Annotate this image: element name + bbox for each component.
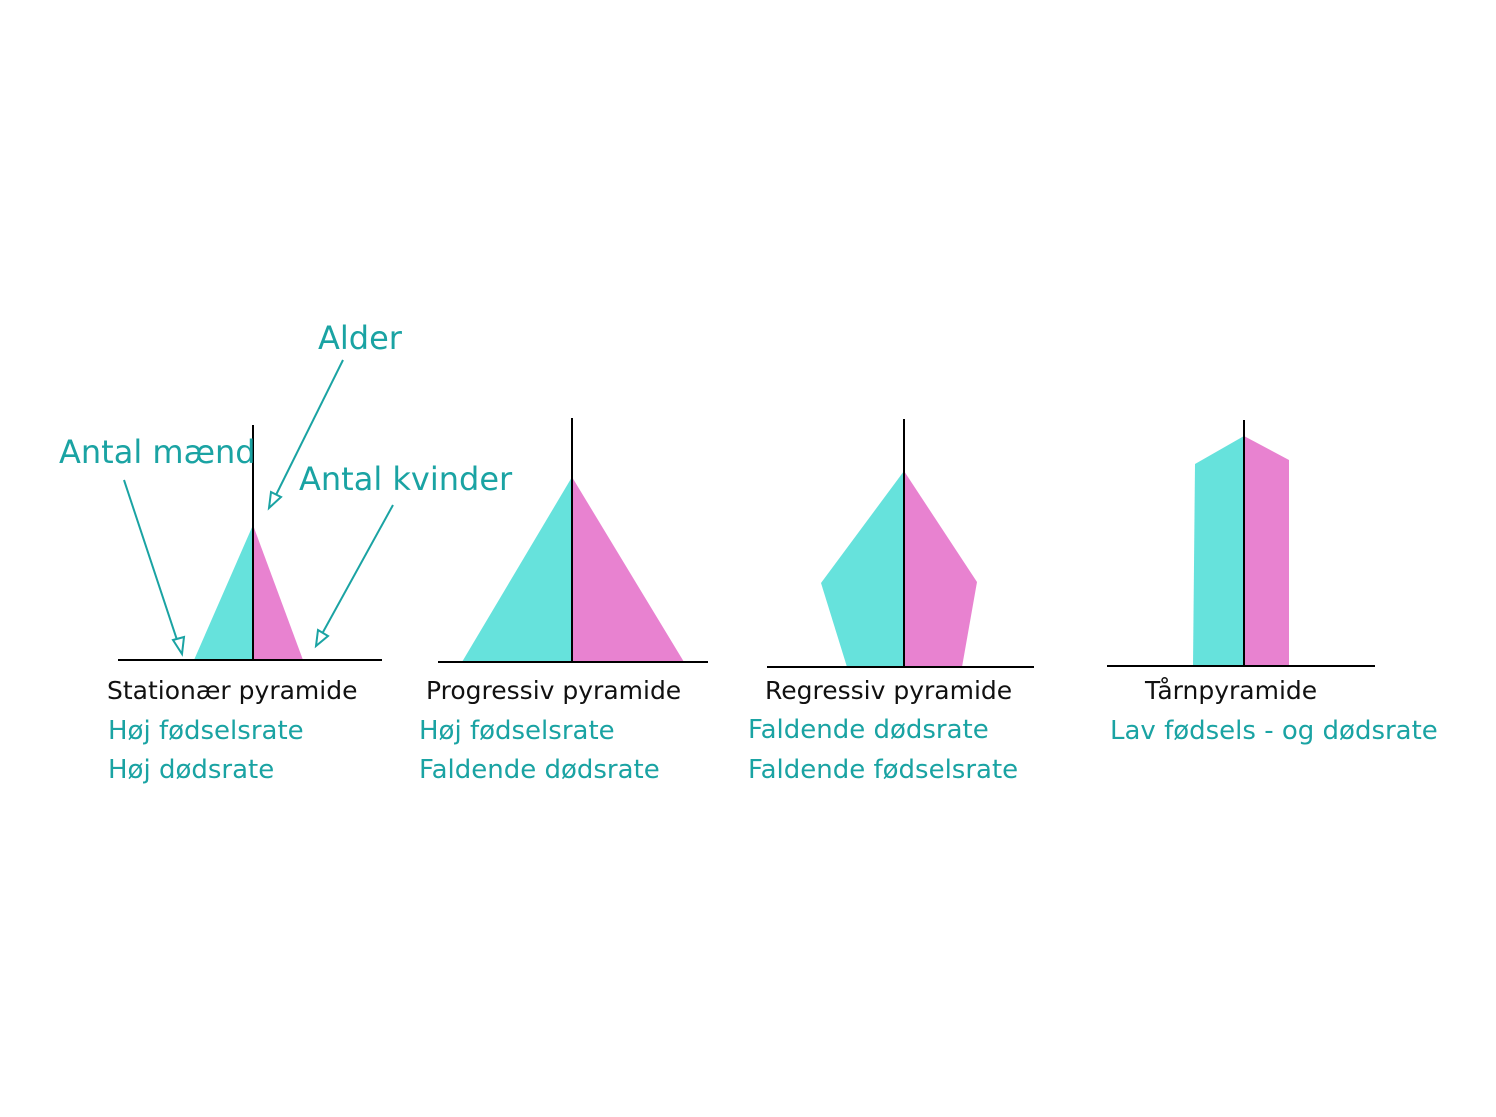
female-area <box>1244 436 1289 666</box>
callout-age-label: Alder <box>318 319 403 357</box>
callout-men-label: Antal mænd <box>59 433 256 471</box>
male-area <box>821 471 904 667</box>
male-area <box>1193 436 1244 666</box>
callout-men-arrow <box>123 479 186 657</box>
pyramid-tower: Tårnpyramide Lav fødsels - og dødsrate <box>1107 420 1438 746</box>
pyramid-title: Progressiv pyramide <box>426 676 681 705</box>
pyramid-title: Stationær pyramide <box>107 676 357 705</box>
callout-women-label: Antal kvinder <box>299 460 513 498</box>
pyramid-progressive: Progressiv pyramide Høj fødselsrate Fald… <box>419 418 708 785</box>
female-area <box>253 525 303 660</box>
male-area <box>462 477 572 662</box>
pyramid-stationary: Stationær pyramide Høj fødselsrate Høj d… <box>107 425 382 785</box>
pyramid-regressive: Regressiv pyramide Faldende dødsrate Fal… <box>748 419 1034 785</box>
callouts: Alder Antal mænd Antal kvinder <box>59 319 513 657</box>
callout-age-arrow <box>267 359 344 511</box>
callout-women-arrow <box>314 504 394 649</box>
pyramid-description-line: Faldende dødsrate <box>419 755 660 785</box>
pyramid-title: Regressiv pyramide <box>765 676 1012 705</box>
pyramid-description-line: Lav fødsels - og dødsrate <box>1110 716 1438 746</box>
pyramid-title: Tårnpyramide <box>1144 676 1317 705</box>
pyramid-description-line: Høj fødselsrate <box>419 716 615 746</box>
pyramid-description-line: Faldende dødsrate <box>748 715 989 745</box>
female-area <box>572 477 684 662</box>
male-area <box>194 525 253 660</box>
pyramid-description-line: Faldende fødselsrate <box>748 755 1018 785</box>
pyramid-description-line: Høj dødsrate <box>108 755 274 785</box>
female-area <box>904 471 977 667</box>
pyramid-description-line: Høj fødselsrate <box>108 716 304 746</box>
